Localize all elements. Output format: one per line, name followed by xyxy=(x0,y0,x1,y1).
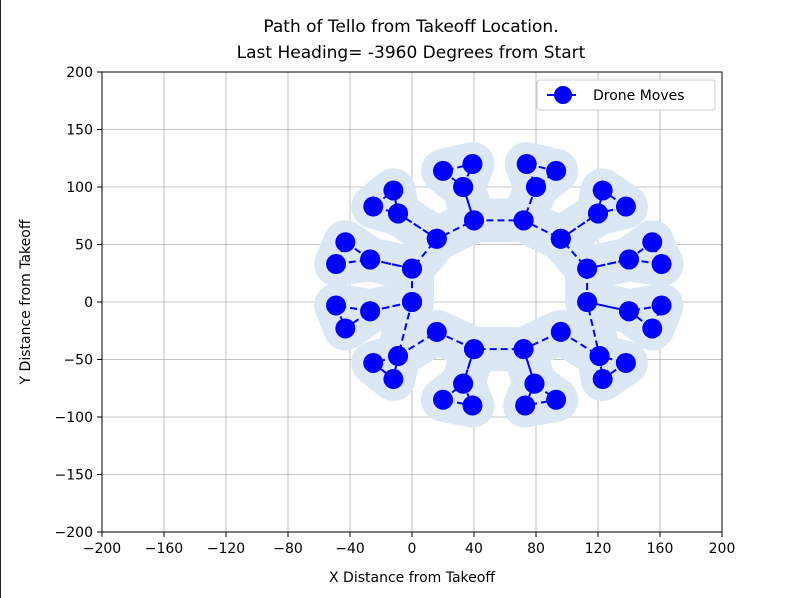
drone-point xyxy=(402,292,422,312)
drone-point xyxy=(642,232,663,253)
x-tick-label: −200 xyxy=(83,541,121,557)
x-tick-label: 80 xyxy=(527,541,545,557)
y-axis-ticks: −200 −150 −100 −50 0 50 100 150 200 xyxy=(55,65,102,541)
drone-point xyxy=(515,395,536,416)
x-tick-label: 160 xyxy=(647,541,674,557)
drone-point xyxy=(363,352,384,373)
drone-points xyxy=(326,154,672,416)
plot-area xyxy=(101,71,723,533)
x-tick-label: 200 xyxy=(709,541,736,557)
x-axis-ticks: −200 −160 −120 −80 −40 0 40 80 120 160 200 xyxy=(83,532,736,557)
drone-point xyxy=(615,196,636,217)
drone-point xyxy=(363,196,384,217)
drone-point xyxy=(402,258,422,279)
drone-point xyxy=(426,228,447,249)
drone-point xyxy=(516,154,537,174)
drone-point xyxy=(383,180,404,201)
drone-point xyxy=(453,177,474,197)
drone-point xyxy=(360,249,381,270)
y-tick-label: −200 xyxy=(55,525,93,541)
drone-point xyxy=(550,228,571,249)
drone-point xyxy=(592,369,613,390)
drone-point xyxy=(433,389,453,410)
x-tick-label: 40 xyxy=(465,541,483,557)
drone-point xyxy=(642,318,663,339)
drone-point xyxy=(388,346,409,367)
drone-point xyxy=(619,301,639,322)
drone-point xyxy=(615,352,636,373)
x-tick-label: −160 xyxy=(145,541,183,557)
chart-title-line-2: Last Heading= -3960 Degrees from Start xyxy=(237,43,586,63)
x-tick-label: −80 xyxy=(273,541,303,557)
x-tick-label: −40 xyxy=(335,541,365,557)
drone-point xyxy=(464,339,484,360)
drone-point xyxy=(360,301,381,322)
drone-point xyxy=(546,389,567,410)
drone-point xyxy=(589,346,610,367)
drone-point xyxy=(592,180,613,201)
x-tick-label: 0 xyxy=(408,541,417,557)
drone-point xyxy=(546,160,567,181)
drone-point xyxy=(433,160,453,181)
x-axis-label: X Distance from Takeoff xyxy=(329,570,495,586)
chart-title-line-1: Path of Tello from Takeoff Location. xyxy=(263,17,558,37)
drone-point xyxy=(453,373,474,394)
drone-point xyxy=(326,295,347,316)
drone-point xyxy=(388,203,409,224)
x-tick-label: −120 xyxy=(207,541,245,557)
legend-label-drone-moves: Drone Moves xyxy=(593,88,685,104)
drone-point xyxy=(588,203,608,224)
drone-point xyxy=(335,232,356,253)
drone-point xyxy=(326,254,347,275)
drone-point xyxy=(619,249,639,270)
drone-point xyxy=(426,321,447,342)
drone-point xyxy=(335,318,356,339)
drone-point xyxy=(462,154,483,174)
y-axis-label: Y Distance from Takeoff xyxy=(18,219,34,385)
legend-box xyxy=(536,79,716,111)
window-edge xyxy=(0,0,1,598)
y-tick-label: −50 xyxy=(63,353,93,369)
drone-point xyxy=(550,321,571,342)
y-tick-label: −100 xyxy=(55,410,93,426)
drone-point xyxy=(464,210,484,231)
drone-point xyxy=(651,295,672,316)
drone-point xyxy=(383,369,404,390)
y-tick-label: 100 xyxy=(66,180,93,196)
drone-point xyxy=(462,395,483,416)
drone-point xyxy=(577,292,598,312)
y-tick-label: −150 xyxy=(55,468,93,484)
drone-point xyxy=(526,177,546,197)
legend: Drone Moves xyxy=(536,79,716,111)
drone-point xyxy=(513,210,534,231)
y-tick-label: 0 xyxy=(84,295,93,311)
legend-marker xyxy=(554,86,572,104)
drone-point xyxy=(524,373,545,394)
y-tick-label: 200 xyxy=(66,65,93,81)
drone-point xyxy=(513,339,534,360)
drone-point xyxy=(651,254,672,275)
y-tick-label: 50 xyxy=(75,238,93,254)
drone-point xyxy=(577,258,598,279)
y-tick-label: 150 xyxy=(66,123,93,139)
x-tick-label: 120 xyxy=(585,541,612,557)
